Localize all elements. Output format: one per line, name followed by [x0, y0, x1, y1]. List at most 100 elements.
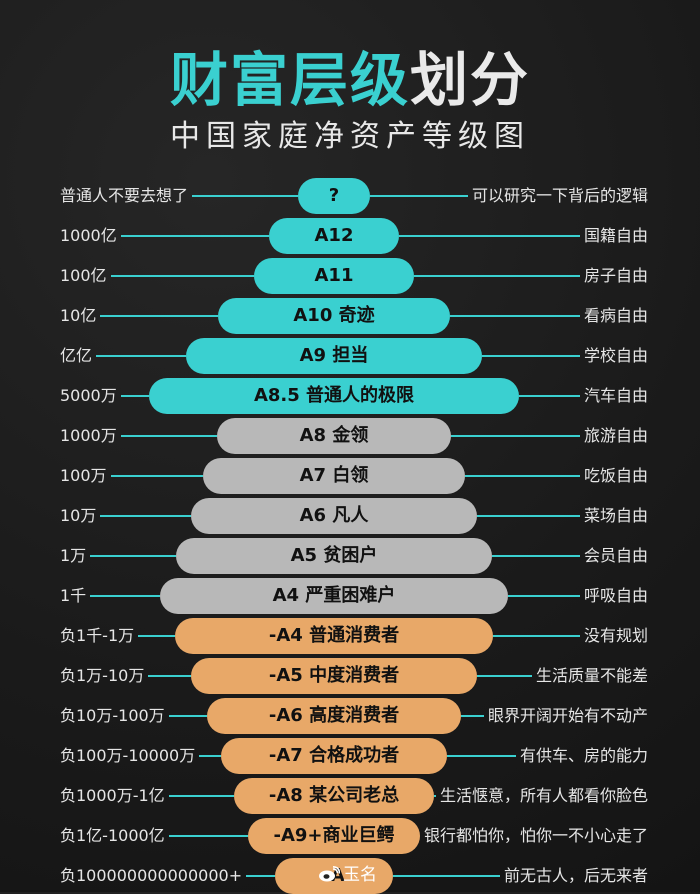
level-row: 10万 菜场自由 A6 凡人	[0, 498, 700, 534]
level-row: 1千 呼吸自由 A4 严重困难户	[0, 578, 700, 614]
level-row: 100万 吃饭自由 A7 白领	[0, 458, 700, 494]
level-pill: A7 白领	[203, 458, 465, 494]
level-pill: A9 担当	[186, 338, 482, 374]
level-net-worth-label: 100万	[60, 466, 107, 485]
level-freedom-label: 会员自由	[583, 546, 648, 565]
level-pill: -A8 某公司老总	[234, 778, 434, 814]
level-freedom-label: 汽车自由	[583, 386, 648, 405]
level-freedom-label: 银行都怕你，怕你一不小心走了	[423, 826, 648, 845]
level-net-worth-label: 负10万-100万	[60, 706, 165, 725]
level-pill: ?	[298, 178, 370, 214]
right-connector-line	[492, 555, 580, 557]
right-connector-line	[477, 515, 580, 517]
level-freedom-label: 房子自由	[583, 266, 648, 285]
right-connector-line	[447, 755, 516, 757]
level-pill: A11	[254, 258, 414, 294]
level-net-worth-label: 10万	[60, 506, 97, 525]
left-connector-line	[169, 795, 234, 797]
left-connector-line	[90, 595, 160, 597]
level-net-worth-label: 1000万	[60, 426, 117, 445]
right-connector-line	[482, 355, 580, 357]
level-net-worth-label: 亿亿	[60, 346, 93, 365]
left-connector-line	[100, 315, 218, 317]
main-title-part2: 划分	[410, 46, 531, 114]
level-freedom-label: 有供车、房的能力	[519, 746, 648, 765]
watermark-text: 玉名	[343, 865, 377, 885]
level-freedom-label: 生活惬意，所有人都看你脸色	[439, 786, 648, 805]
watermark: 玉名	[318, 862, 377, 888]
level-net-worth-label: 1千	[60, 586, 87, 605]
level-net-worth-label: 负100万-10000万	[60, 746, 196, 765]
level-row: 10亿 看病自由 A10 奇迹	[0, 298, 700, 334]
level-freedom-label: 学校自由	[583, 346, 648, 365]
level-freedom-label: 生活质量不能差	[535, 666, 648, 685]
level-net-worth-label: 负1千-1万	[60, 626, 135, 645]
level-pill: -A7 合格成功者	[221, 738, 447, 774]
level-row: 1000万 旅游自由 A8 金领	[0, 418, 700, 454]
level-row: 负1千-1万 没有规划 -A4 普通消费者	[0, 618, 700, 654]
level-row: 负10万-100万 眼界开阔开始有不动产 -A6 高度消费者	[0, 698, 700, 734]
level-freedom-label: 看病自由	[583, 306, 648, 325]
level-freedom-label: 菜场自由	[583, 506, 648, 525]
weibo-icon	[319, 866, 340, 882]
right-connector-line	[461, 715, 484, 717]
level-freedom-label: 眼界开阔开始有不动产	[487, 706, 648, 725]
level-freedom-label: 国籍自由	[583, 226, 648, 245]
right-connector-line	[465, 475, 580, 477]
right-connector-line	[477, 675, 532, 677]
level-row: 负1000万-1亿 生活惬意，所有人都看你脸色 -A8 某公司老总	[0, 778, 700, 814]
level-row: 100亿 房子自由 A11	[0, 258, 700, 294]
level-pill: A12	[269, 218, 399, 254]
level-row: 负1万-10万 生活质量不能差 -A5 中度消费者	[0, 658, 700, 694]
level-net-worth-label: 100亿	[60, 266, 107, 285]
right-connector-line	[519, 395, 580, 397]
left-connector-line	[246, 875, 275, 877]
left-connector-line	[96, 355, 186, 357]
right-connector-line	[399, 235, 580, 237]
level-freedom-label: 没有规划	[583, 626, 648, 645]
level-row: 负1亿-1000亿 银行都怕你，怕你一不小心走了 -A9+商业巨鳄	[0, 818, 700, 854]
left-connector-line	[169, 835, 248, 837]
left-connector-line	[192, 195, 298, 197]
left-connector-line	[148, 675, 191, 677]
level-row: 5000万 汽车自由 A8.5 普通人的极限	[0, 378, 700, 414]
right-connector-line	[451, 435, 580, 437]
level-row: 亿亿 学校自由 A9 担当	[0, 338, 700, 374]
level-freedom-label: 吃饭自由	[583, 466, 648, 485]
level-net-worth-label: 1000亿	[60, 226, 117, 245]
level-pill: -A9+商业巨鳄	[248, 818, 420, 854]
left-connector-line	[138, 635, 175, 637]
main-title: 财富层级划分	[0, 45, 700, 115]
level-freedom-label: 旅游自由	[583, 426, 648, 445]
level-pill: A4 严重困难户	[160, 578, 508, 614]
level-pill: A6 凡人	[191, 498, 477, 534]
left-connector-line	[121, 395, 149, 397]
left-connector-line	[90, 555, 176, 557]
level-row: 负100000000000000+前无古人，后无来者-A	[0, 858, 700, 894]
right-connector-line	[393, 875, 500, 877]
level-row: 1万 会员自由 A5 贫困户	[0, 538, 700, 574]
level-net-worth-label: 1万	[60, 546, 87, 565]
level-net-worth-label: 普通人不要去想了	[60, 186, 189, 205]
right-connector-line	[414, 275, 580, 277]
level-net-worth-label: 负1000万-1亿	[60, 786, 165, 805]
level-pill: A10 奇迹	[218, 298, 450, 334]
level-freedom-label: 呼吸自由	[583, 586, 648, 605]
level-pill: -A4 普通消费者	[175, 618, 493, 654]
left-connector-line	[111, 475, 203, 477]
left-connector-line	[169, 715, 207, 717]
level-net-worth-label: 5000万	[60, 386, 117, 405]
right-connector-line	[370, 195, 468, 197]
right-connector-line	[450, 315, 580, 317]
level-net-worth-label: 10亿	[60, 306, 97, 325]
right-connector-line	[434, 795, 436, 797]
right-connector-line	[508, 595, 580, 597]
right-connector-line	[493, 635, 580, 637]
left-connector-line	[121, 435, 217, 437]
main-title-part1: 财富层级	[169, 46, 410, 114]
level-row: 负100万-10000万 有供车、房的能力 -A7 合格成功者	[0, 738, 700, 774]
level-row: 普通人不要去想了 可以研究一下背后的逻辑?	[0, 178, 700, 214]
left-connector-line	[100, 515, 191, 517]
left-connector-line	[111, 275, 254, 277]
level-pill: -A6 高度消费者	[207, 698, 461, 734]
